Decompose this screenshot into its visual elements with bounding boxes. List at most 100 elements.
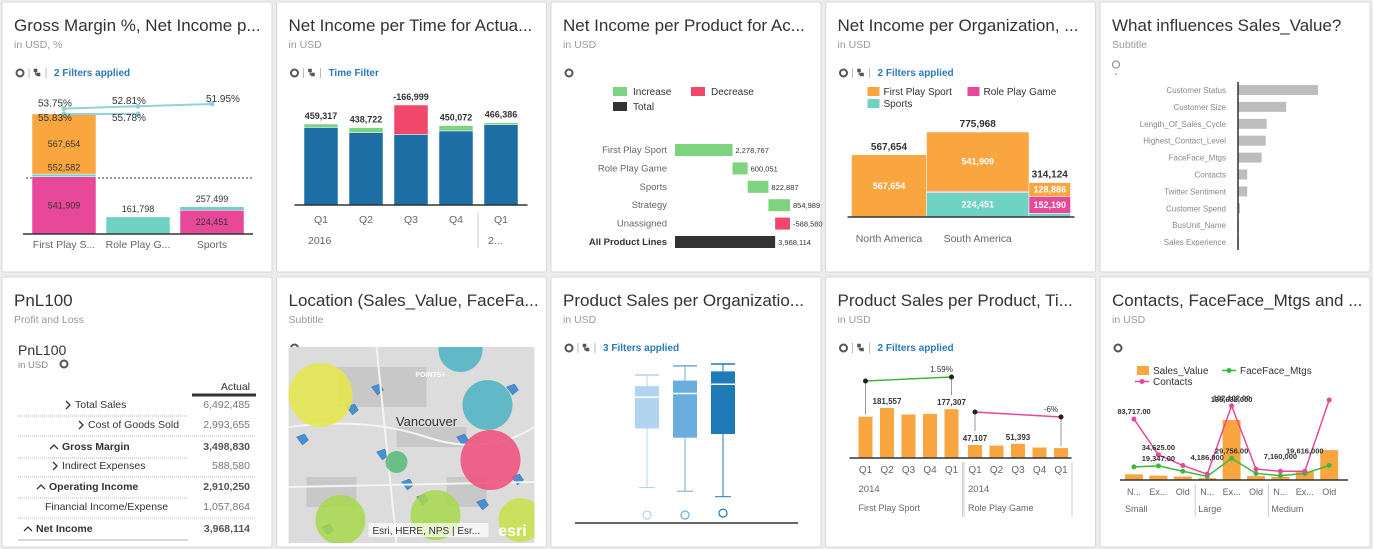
y-tick-label: Length_Of_Sales_Cycle [1140, 120, 1227, 129]
total-label: -166,999 [393, 92, 429, 102]
bar [1238, 101, 1287, 112]
line-point [1180, 462, 1186, 468]
legend-swatch [867, 87, 880, 96]
row-value: 1,057,864 [203, 501, 250, 513]
bar [1238, 135, 1266, 146]
line-point [1277, 468, 1283, 474]
card-title: What influences Sales_Value? [1112, 16, 1341, 35]
bar-segment [31, 113, 97, 175]
value-label: 4,186,000 [1191, 453, 1224, 462]
box [673, 380, 697, 438]
bar [1198, 478, 1217, 480]
icon [33, 68, 41, 77]
row-value: 3,498,830 [203, 441, 250, 453]
bar [989, 445, 1004, 458]
bar [1222, 420, 1241, 480]
table-title: PnL100 [18, 342, 66, 358]
row-value: 3,968,114 [204, 523, 250, 535]
y-tick-label: Customer Status [1166, 86, 1226, 95]
bar [1238, 203, 1241, 214]
bar [1011, 443, 1025, 458]
legend-swatch [967, 87, 980, 96]
card: Net Income per Organization, ... in USD 2 … [825, 1, 1096, 273]
attribution-bg [368, 523, 489, 537]
legend-label: Decrease [711, 87, 754, 98]
total-label: 459,317 [305, 111, 338, 121]
outlier [718, 508, 728, 518]
card-title: Product Sales per Organizatio... [563, 291, 804, 310]
collapse-icon [49, 444, 59, 450]
icon [839, 68, 848, 78]
line-point [1155, 452, 1161, 458]
y-tick-label: Customer Spend [1166, 204, 1226, 213]
line-point [209, 101, 215, 107]
trend-end [972, 409, 978, 415]
expand-icon [78, 420, 84, 430]
x-tick-label: Sports [197, 239, 227, 251]
bar [923, 413, 937, 458]
card-bg [1, 276, 273, 548]
map-bubble [315, 495, 366, 543]
y-tick-label: Customer Size [1174, 103, 1227, 112]
y-tick-label: FaceFace_Mtgs [1169, 154, 1226, 163]
value-label: 2,278,767 [736, 146, 769, 155]
row-label: Gross Margin [62, 441, 130, 453]
y-tick-label: Unassigned [617, 219, 667, 230]
legend-label: Sports [884, 99, 913, 110]
icon [1112, 60, 1120, 75]
bar-segment [483, 122, 519, 126]
bar-segment [105, 216, 171, 234]
x-tick-label: Q1 [494, 214, 508, 226]
value-label: 19,347.00 [1142, 454, 1175, 463]
value-label: 34,625.00 [1142, 443, 1175, 452]
value-label: 181,557 [873, 397, 902, 406]
group-label: 2014 [968, 484, 989, 495]
value-label: 47,107 [963, 434, 988, 443]
x-tick-label: South America [944, 233, 1012, 245]
row-label: Indirect Expenses [62, 460, 145, 472]
x-tick-label: Q1 [1054, 465, 1068, 476]
row-value: 2,910,250 [203, 481, 250, 493]
expand-icon [65, 400, 71, 410]
group-label: 2016 [308, 235, 332, 247]
bar [880, 408, 894, 458]
card-subtitle: in USD, % [14, 39, 62, 51]
value-label: 854,989 [793, 201, 820, 210]
x-tick-label: Q2 [359, 214, 373, 226]
legend-swatch [867, 99, 880, 108]
bar-segment [438, 130, 474, 206]
bar [1125, 474, 1143, 480]
x-tick-label: Q1 [945, 465, 959, 476]
card-subtitle: in USD [289, 39, 323, 51]
line-point [1253, 466, 1259, 472]
expand-icon [52, 461, 58, 471]
bar [768, 199, 790, 212]
line-point [1180, 468, 1186, 474]
legend-dot [1226, 368, 1232, 373]
x-tick-label: N... [1273, 487, 1287, 497]
card-title: Product Sales per Product, Ti... [838, 291, 1073, 310]
line-point [1155, 463, 1161, 469]
card-bg [1099, 1, 1371, 273]
outer-group-label: First Play Sport [859, 503, 921, 513]
x-tick-label: Q3 [1011, 465, 1025, 476]
trend-end [949, 374, 954, 380]
bar [858, 416, 873, 458]
legend-label: Sales_Value [1153, 366, 1209, 377]
value-label: 55.83% [38, 113, 72, 124]
y-tick-label: Role Play Game [598, 163, 667, 174]
line-point [1229, 403, 1235, 409]
legend-swatch [613, 102, 627, 111]
bar-segment [393, 134, 429, 206]
card-title: Net Income per Organization, ... [838, 16, 1079, 35]
card: Location (Sales_Value, FaceFa... Subtitle… [276, 276, 547, 548]
bar [1149, 475, 1168, 480]
x-tick-label: Q1 [859, 465, 873, 476]
card-title: Net Income per Time for Actua... [289, 16, 533, 35]
card-title: Contacts, FaceFace_Mtgs and ... [1112, 291, 1362, 310]
y-tick-label: Twitter Sentiment [1164, 187, 1227, 196]
x-tick-label: Q1 [968, 465, 982, 476]
filter-link: 2 Filters applied [878, 68, 954, 79]
value-label: 3,968,114 [778, 238, 811, 247]
